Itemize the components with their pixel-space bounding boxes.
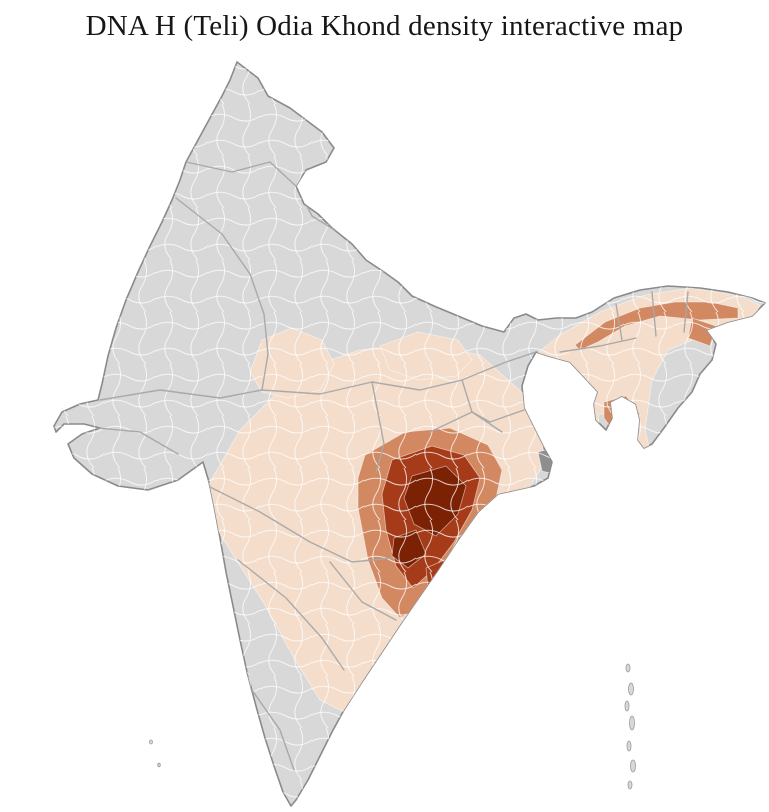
map-title: DNA H (Teli) Odia Khond density interact… (85, 10, 684, 42)
andaman-nicobar-islands[interactable] (624, 663, 636, 790)
state-borders (97, 161, 689, 771)
lakshadweep-islands[interactable] (149, 739, 161, 768)
